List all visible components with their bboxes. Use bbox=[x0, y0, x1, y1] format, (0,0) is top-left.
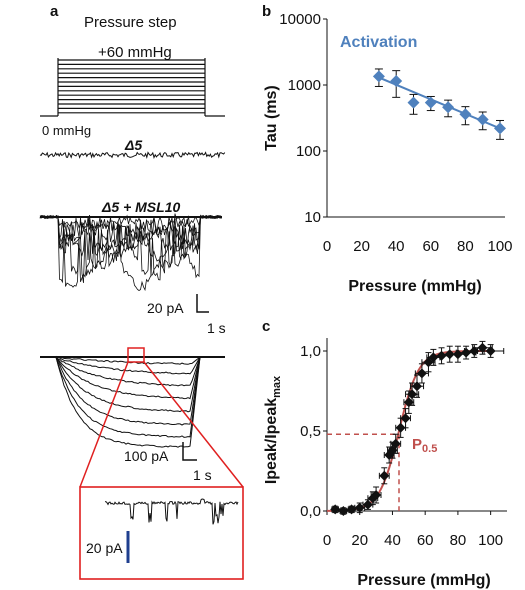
p05-label: P0.5 bbox=[412, 436, 437, 455]
c-x-tick-label: 80 bbox=[450, 532, 467, 549]
b-y-tick-label: 1000 bbox=[288, 77, 321, 94]
scale-bar-1 bbox=[196, 294, 209, 313]
c-y-tick-label: 1,0 bbox=[300, 343, 321, 360]
panel-c-chart: c 0,0 0,5 1,0 0 20 40 60 80 100 Ipeak/Ipeakmax P… bbox=[262, 318, 507, 589]
panel-a: a Pressure step +60 mmHg 0 mmHg Δ5 Δ5 + … bbox=[39, 3, 244, 580]
c-point bbox=[416, 368, 427, 379]
b-x-tick-label: 0 bbox=[323, 238, 331, 255]
b-point bbox=[407, 96, 420, 109]
c-x-tick-label: 100 bbox=[478, 532, 503, 549]
c-x-tick-label: 0 bbox=[323, 532, 331, 549]
step-top-label: +60 mmHg bbox=[98, 44, 172, 61]
c-point bbox=[371, 490, 382, 500]
scale2-current: 100 pA bbox=[124, 448, 169, 464]
inset-box bbox=[79, 486, 244, 580]
c-point bbox=[407, 389, 418, 400]
c-x-tick-label: 60 bbox=[417, 532, 434, 549]
c-point bbox=[390, 438, 401, 449]
c-point bbox=[452, 349, 463, 360]
c-point bbox=[354, 502, 365, 513]
b-x-tick-label: 60 bbox=[422, 238, 439, 255]
c-point bbox=[400, 413, 411, 424]
c-point bbox=[330, 504, 341, 515]
b-x-tick-label: 100 bbox=[487, 238, 512, 255]
c-point bbox=[469, 346, 480, 356]
trace3-sweep bbox=[40, 356, 224, 448]
inset-trace bbox=[104, 498, 239, 525]
c-point bbox=[395, 422, 406, 433]
b-point bbox=[372, 70, 385, 83]
c-point bbox=[412, 381, 422, 392]
c-y-tick-label: 0,5 bbox=[300, 423, 321, 440]
trace2-label: Δ5 + MSL10 bbox=[101, 199, 180, 215]
inset-scale-label: 20 pA bbox=[86, 540, 123, 556]
panel-c-letter: c bbox=[262, 318, 270, 335]
c-point bbox=[379, 470, 390, 481]
c-point bbox=[477, 342, 488, 353]
step-bottom-label: 0 mmHg bbox=[42, 123, 91, 138]
b-point bbox=[442, 101, 455, 114]
c-point bbox=[461, 347, 472, 358]
activation-label: Activation bbox=[340, 34, 417, 51]
b-point bbox=[476, 113, 489, 126]
trace-family bbox=[40, 355, 225, 448]
scale1-time: 1 s bbox=[207, 320, 226, 336]
scale-bar-2 bbox=[182, 442, 197, 461]
b-x-tick-label: 40 bbox=[388, 238, 405, 255]
b-point bbox=[459, 108, 472, 121]
c-point bbox=[485, 346, 496, 356]
trace2-sweep bbox=[39, 214, 222, 283]
b-y-tick-label: 10 bbox=[304, 209, 321, 226]
pressure-step-label: Pressure step bbox=[84, 14, 177, 31]
b-y-tick-label: 10000 bbox=[279, 11, 321, 28]
c-y-axis-label-sub: max bbox=[271, 375, 283, 398]
trace3-sweep bbox=[40, 356, 224, 438]
zoom-lines bbox=[79, 361, 244, 488]
c-x-axis-label: Pressure (mmHg) bbox=[357, 572, 490, 589]
c-y-axis-label: Ipeak/Ipeakmax bbox=[263, 375, 283, 484]
b-point bbox=[424, 96, 437, 109]
trace1-label: Δ5 bbox=[124, 137, 142, 153]
c-point bbox=[346, 504, 357, 515]
c-point bbox=[338, 506, 349, 516]
c-x-tick-label: 40 bbox=[384, 532, 401, 549]
trace3-sweep bbox=[40, 356, 224, 387]
b-point bbox=[390, 74, 403, 87]
trace3-sweep bbox=[40, 356, 224, 413]
panel-b-letter: b bbox=[262, 3, 271, 20]
c-y-tick-label: 0,0 bbox=[300, 503, 321, 520]
p05-label-main: P bbox=[412, 436, 422, 453]
b-y-tick-label: 100 bbox=[296, 143, 321, 160]
b-point bbox=[494, 122, 506, 135]
c-point bbox=[403, 397, 414, 408]
trace2-sweep bbox=[39, 214, 222, 292]
c-y-axis-label-main: Ipeak/Ipeak bbox=[263, 398, 280, 484]
b-x-tick-label: 80 bbox=[457, 238, 474, 255]
scale1-current: 20 pA bbox=[147, 300, 184, 316]
inset-marker bbox=[127, 347, 145, 363]
p05-label-sub: 0.5 bbox=[422, 443, 437, 455]
trace3-sweep bbox=[40, 356, 224, 375]
b-x-tick-label: 20 bbox=[353, 238, 370, 255]
b-y-axis-label: Tau (ms) bbox=[263, 85, 280, 150]
c-fit-curve bbox=[327, 350, 494, 512]
scale2-time: 1 s bbox=[193, 467, 212, 483]
trace3-sweep bbox=[40, 355, 224, 426]
c-point bbox=[362, 499, 373, 510]
pressure-step-protocol bbox=[40, 58, 225, 117]
c-x-tick-label: 20 bbox=[351, 532, 368, 549]
b-x-axis-label: Pressure (mmHg) bbox=[348, 278, 481, 295]
trace3-sweep bbox=[40, 356, 224, 400]
panel-a-letter: a bbox=[50, 3, 59, 20]
trace-delta5-msl10 bbox=[39, 213, 222, 292]
trace-delta5 bbox=[39, 151, 226, 160]
